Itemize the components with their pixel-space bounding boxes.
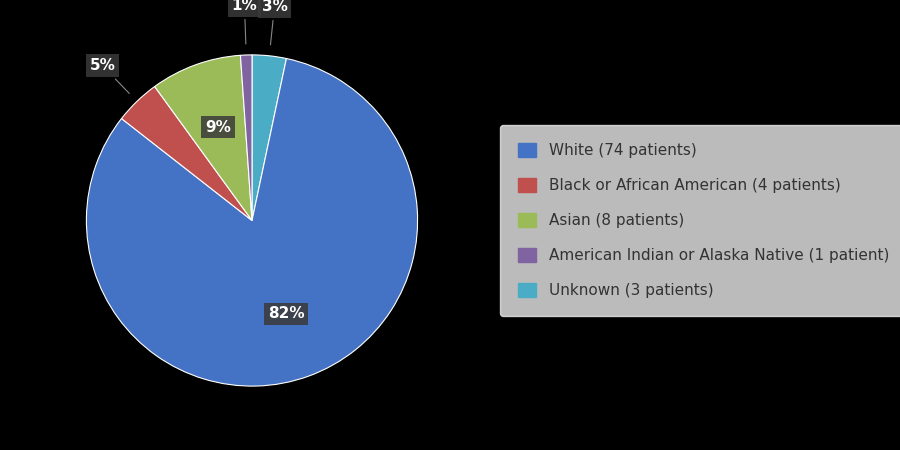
Wedge shape bbox=[86, 58, 418, 386]
Legend: White (74 patients), Black or African American (4 patients), Asian (8 patients),: White (74 patients), Black or African Am… bbox=[500, 125, 900, 316]
Wedge shape bbox=[240, 55, 252, 220]
Wedge shape bbox=[155, 55, 252, 220]
Wedge shape bbox=[252, 55, 286, 220]
Text: 1%: 1% bbox=[231, 0, 257, 44]
Text: 9%: 9% bbox=[205, 120, 231, 135]
Text: 5%: 5% bbox=[89, 58, 130, 94]
Text: 3%: 3% bbox=[262, 0, 287, 45]
Wedge shape bbox=[122, 86, 252, 220]
Text: 82%: 82% bbox=[267, 306, 304, 321]
